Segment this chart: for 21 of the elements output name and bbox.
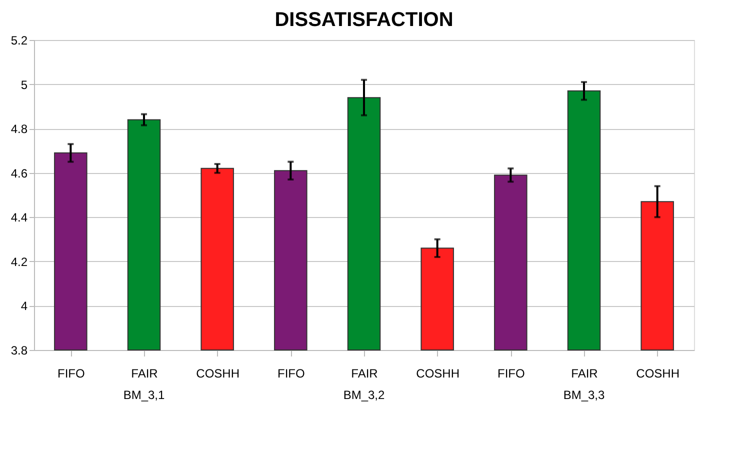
- text: BM_3,2: [343, 388, 385, 402]
- x-tick-label: FAIR: [351, 366, 378, 380]
- x-tick-label: FIFO: [278, 366, 305, 380]
- x-tick-label: COSHH: [196, 366, 240, 380]
- y-tick-label: 5.2: [10, 34, 28, 48]
- x-tick-label: FIFO: [58, 366, 85, 380]
- y-tick-label: 4.2: [10, 254, 28, 269]
- y-tick-label: 4.4: [10, 210, 28, 225]
- x-tick-label: FAIR: [571, 366, 598, 380]
- text: BM_3,3: [563, 388, 605, 402]
- chart-title: DISSATISFACTION: [274, 9, 454, 31]
- y-tick-label: 4.8: [10, 122, 28, 136]
- x-tick-label: FIFO: [498, 366, 525, 380]
- x-tick-label: FAIR: [131, 366, 158, 380]
- y-tick-label: 5: [20, 78, 28, 92]
- y-tick-label: 3.8: [10, 344, 28, 358]
- x-tick-label: COSHH: [416, 366, 460, 380]
- y-tick-label: 4.6: [10, 166, 28, 180]
- y-tick-label: 4: [20, 299, 28, 314]
- x-tick-label: COSHH: [636, 366, 680, 380]
- text: BM_3,1: [123, 388, 165, 402]
